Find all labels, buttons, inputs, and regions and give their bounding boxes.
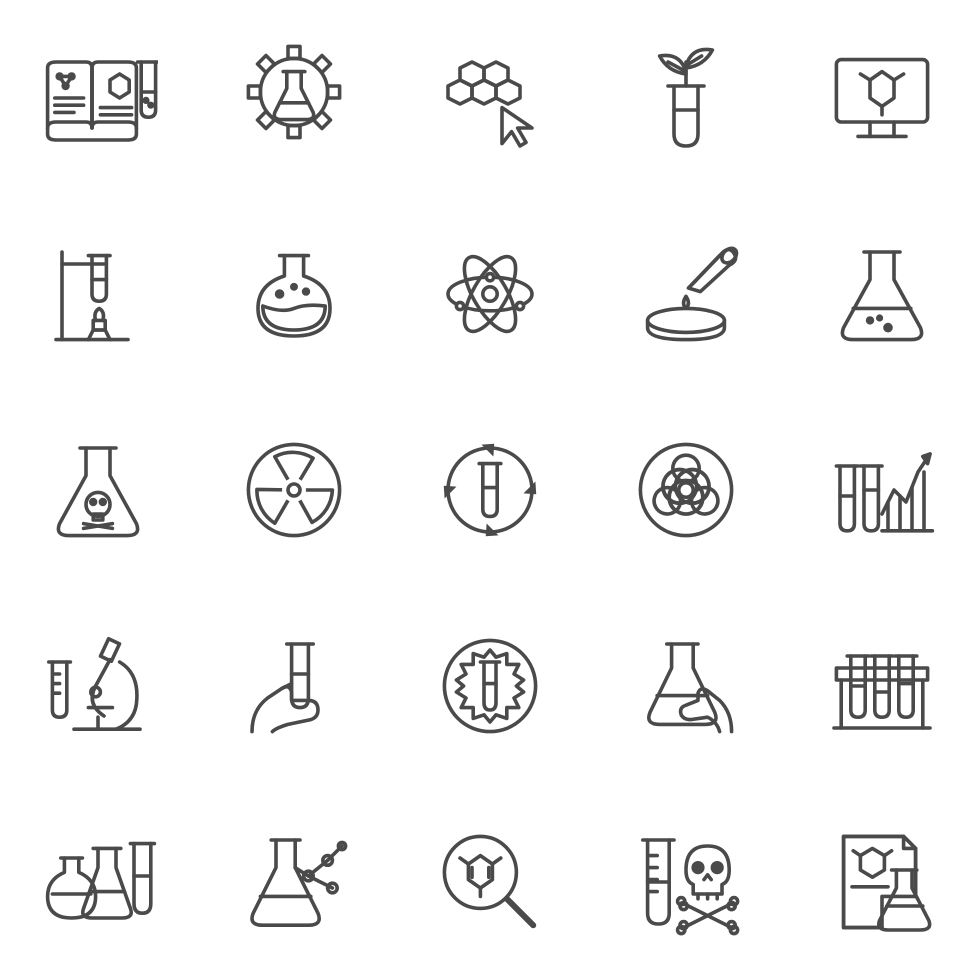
atom-icon	[392, 196, 588, 392]
biohazard-icon	[588, 392, 784, 588]
plant-tube-icon	[588, 0, 784, 196]
tube-skull-icon	[588, 784, 784, 980]
tube-badge-icon	[392, 588, 588, 784]
molecule-cursor-icon	[392, 0, 588, 196]
microscope-tube-icon	[0, 588, 196, 784]
molecule-magnifier-icon	[392, 784, 588, 980]
report-flask-icon	[784, 784, 980, 980]
hand-tube-icon	[196, 588, 392, 784]
dropper-petri-icon	[588, 196, 784, 392]
round-flask-icon	[196, 196, 392, 392]
flask-tube-set-icon	[0, 784, 196, 980]
flask-gear-icon	[196, 0, 392, 196]
flask-molecule-icon	[196, 784, 392, 980]
tubes-chart-icon	[784, 392, 980, 588]
tube-cycle-icon	[392, 392, 588, 588]
chemistry-book-icon	[0, 0, 196, 196]
erlenmeyer-flask-icon	[784, 196, 980, 392]
bunsen-burner-stand-icon	[0, 196, 196, 392]
toxic-flask-icon	[0, 392, 196, 588]
radiation-icon	[196, 392, 392, 588]
hand-flask-icon	[588, 588, 784, 784]
molecule-monitor-icon	[784, 0, 980, 196]
tube-rack-icon	[784, 588, 980, 784]
